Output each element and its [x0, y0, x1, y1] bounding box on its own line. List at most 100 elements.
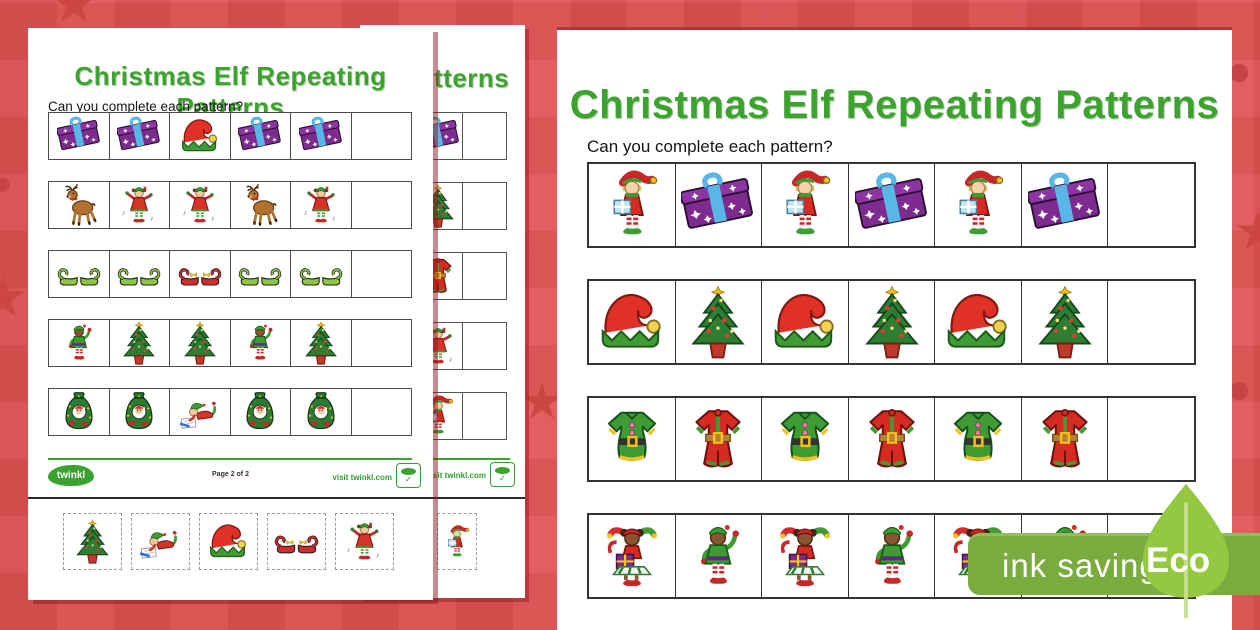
- clothes-green-icon: [595, 402, 669, 476]
- pattern-cell: [674, 398, 762, 480]
- cutout-cell[interactable]: [63, 513, 122, 570]
- pattern-row: [48, 181, 412, 229]
- pattern-cell: [934, 398, 1021, 480]
- pattern-cell: [169, 182, 230, 228]
- shoes-red-icon: [274, 519, 319, 564]
- pattern-cell: [761, 398, 848, 480]
- visit-link[interactable]: visit twinkl.com: [332, 473, 392, 482]
- answer-cell[interactable]: [350, 113, 412, 159]
- shoes-green-icon: [57, 252, 101, 296]
- pattern-cell: [49, 251, 109, 297]
- elf-boy-waving-icon: [855, 519, 929, 593]
- ink-saving-label: ink saving: [1002, 546, 1159, 584]
- pattern-cell: [674, 281, 762, 363]
- answer-cell[interactable]: [1107, 164, 1194, 246]
- pattern-cell: [229, 251, 291, 297]
- pattern-cell: [847, 281, 935, 363]
- answer-cell[interactable]: [463, 253, 506, 299]
- pattern-cell: [1020, 398, 1108, 480]
- pattern-row: [48, 388, 412, 436]
- pattern-cell: [108, 113, 170, 159]
- pattern-cell: [589, 398, 675, 480]
- elf-dancing-icon: [342, 519, 387, 564]
- santa-sack-icon: [299, 390, 343, 434]
- elf-hat-icon: [178, 114, 222, 158]
- page-number-label: Page 2 of 2: [212, 471, 249, 478]
- page-title: Christmas Elf Repeating Patterns: [569, 82, 1220, 127]
- pattern-cell: [169, 113, 230, 159]
- answer-cell[interactable]: [1107, 281, 1194, 363]
- answer-cell[interactable]: [463, 113, 506, 159]
- pattern-cell: [934, 281, 1021, 363]
- pattern-cell: [589, 164, 675, 246]
- pattern-cell: [761, 515, 848, 597]
- worksheet-page-2: Christmas Elf Repeating Patterns Can you…: [28, 28, 433, 600]
- answer-cell[interactable]: [350, 320, 412, 366]
- twinkl-quality-badge: ✓: [396, 463, 421, 488]
- pattern-row: [587, 162, 1196, 248]
- shoes-green-icon: [299, 252, 343, 296]
- tree-icon: [299, 321, 343, 365]
- reindeer-icon: [238, 183, 282, 227]
- pattern-cell: [934, 515, 1021, 597]
- answer-cell[interactable]: [463, 393, 506, 439]
- santa-sack-icon: [238, 390, 282, 434]
- santa-sack-icon: [117, 390, 161, 434]
- cut-line: [28, 497, 433, 499]
- visit-link[interactable]: visit twinkl.com: [426, 471, 486, 480]
- pattern-cell: [1020, 164, 1108, 246]
- santa-sack-icon: [57, 390, 101, 434]
- elf-girl-present-icon: [595, 519, 669, 593]
- clothes-red-icon: [681, 402, 755, 476]
- present-purple-icon: [299, 114, 343, 158]
- dot-decoration: [0, 178, 10, 192]
- pattern-cell: [229, 182, 291, 228]
- cutout-cell[interactable]: [199, 513, 258, 570]
- pattern-cell: [674, 515, 762, 597]
- pattern-cell: [229, 320, 291, 366]
- elf-girl-present-icon: [768, 519, 842, 593]
- pattern-cell: [761, 164, 848, 246]
- answer-cell[interactable]: [350, 182, 412, 228]
- pattern-rows: [48, 112, 412, 457]
- pattern-row: [48, 250, 412, 298]
- pattern-cell: [108, 251, 170, 297]
- pattern-cell: [290, 389, 351, 435]
- answer-cell[interactable]: [463, 183, 506, 229]
- star-decoration: [52, 0, 96, 23]
- pattern-cell: [674, 164, 762, 246]
- cutout-cell[interactable]: [335, 513, 394, 570]
- elf-dancing-icon: [117, 183, 161, 227]
- present-purple-icon: [238, 114, 282, 158]
- cutout-strip: [63, 513, 394, 570]
- cutout-cell[interactable]: [267, 513, 326, 570]
- tree-icon: [855, 285, 929, 359]
- pattern-cell: [229, 113, 291, 159]
- answer-cell[interactable]: [1107, 398, 1194, 480]
- pattern-cell: [290, 251, 351, 297]
- pattern-cell: [49, 113, 109, 159]
- present-purple-icon: [57, 114, 101, 158]
- tree-icon: [681, 285, 755, 359]
- pattern-cell: [589, 281, 675, 363]
- page-subtitle: Can you complete each pattern?: [48, 98, 244, 114]
- elf-boy-waving-icon: [238, 321, 282, 365]
- footer-divider: [360, 458, 510, 460]
- dot-decoration: [1230, 64, 1248, 82]
- pattern-cell: [169, 389, 230, 435]
- footer-divider: [48, 458, 412, 460]
- pattern-cell: [589, 515, 675, 597]
- page-subtitle: Can you complete each pattern?: [587, 137, 833, 156]
- twinkl-cloud-icon: [401, 468, 416, 475]
- pattern-cell: [847, 515, 935, 597]
- answer-cell[interactable]: [350, 389, 412, 435]
- reindeer-icon: [57, 183, 101, 227]
- pattern-cell: [290, 320, 351, 366]
- pattern-cell: [49, 182, 109, 228]
- cutout-cell[interactable]: [437, 513, 477, 570]
- answer-cell[interactable]: [463, 323, 506, 369]
- eco-label: Eco: [1146, 541, 1211, 580]
- cutout-cell[interactable]: [131, 513, 190, 570]
- answer-cell[interactable]: [350, 251, 412, 297]
- elf-hat-icon: [941, 285, 1015, 359]
